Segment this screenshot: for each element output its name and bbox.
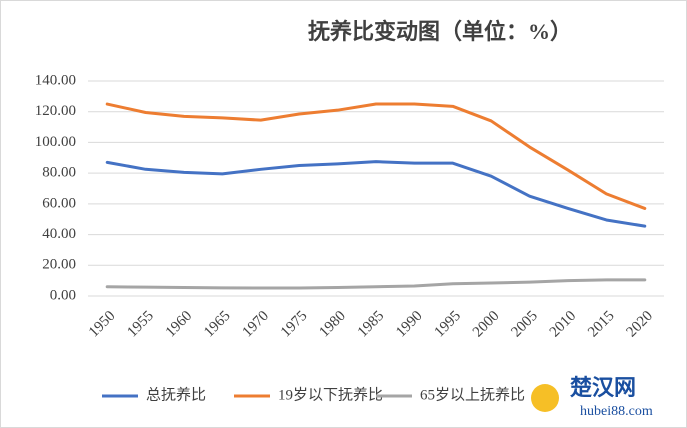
watermark-url: hubei88.com — [580, 404, 653, 419]
watermark-logo — [531, 384, 559, 412]
watermark: 楚汉网 hubei88.com — [531, 375, 653, 419]
y-tick-label: 80.00 — [42, 165, 76, 181]
series-line — [105, 278, 647, 290]
watermark-name: 楚汉网 — [570, 375, 636, 400]
y-tick-label: 0.00 — [50, 287, 76, 303]
legend-label: 19岁以下抚养比 — [278, 386, 383, 403]
legend-label: 总抚养比 — [146, 386, 206, 403]
y-tick-label: 140.00 — [35, 72, 76, 88]
series-line — [105, 102, 647, 210]
y-tick-label: 40.00 — [42, 226, 76, 242]
legend-label: 65岁以上抚养比 — [420, 386, 525, 403]
y-tick-label: 120.00 — [35, 103, 76, 119]
y-tick-label: 100.00 — [35, 134, 76, 150]
series-line — [105, 160, 647, 228]
y-tick-label: 60.00 — [42, 195, 76, 211]
chart-title: 抚养比变动图（单位：%） — [308, 19, 572, 44]
y-tick-label: 20.00 — [42, 257, 76, 273]
